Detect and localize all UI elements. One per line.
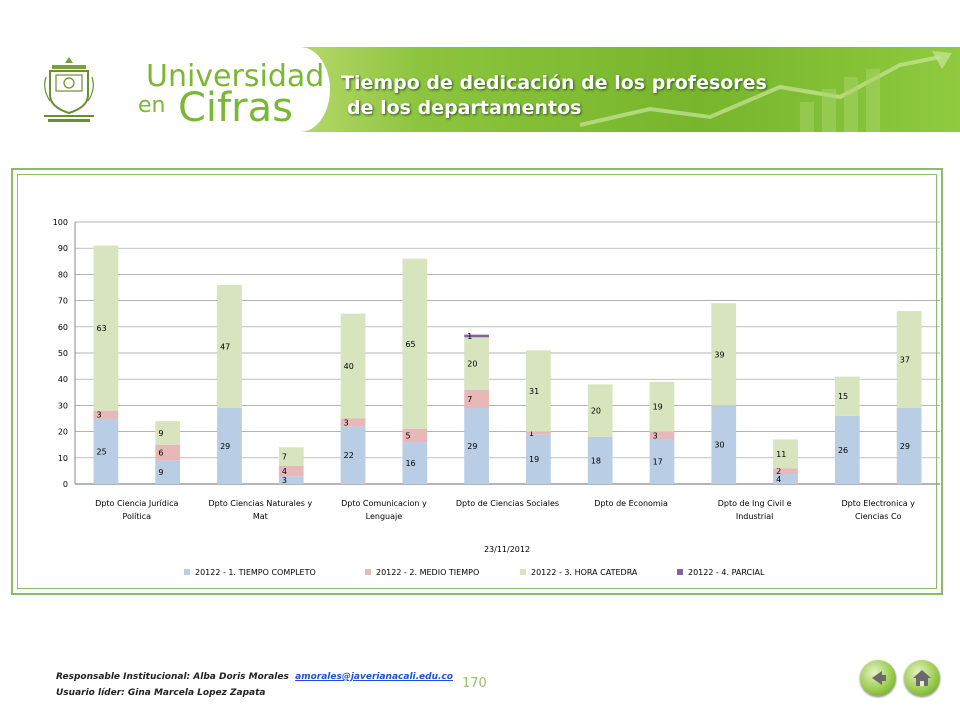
header-banner: Universidad en Cifras Tiempo de dedicaci… xyxy=(0,47,960,132)
banner-curve xyxy=(250,47,330,132)
page-title-line2: de los departamentos xyxy=(347,97,582,119)
chart-frame xyxy=(11,168,943,595)
footer-credits: Responsable Institucional: Alba Doris Mo… xyxy=(56,669,453,701)
page-number: 170 xyxy=(462,676,487,691)
page-title-line1: Tiempo de dedicación de los profesores xyxy=(341,72,767,94)
email-link[interactable]: amorales@javerianacali.edu.co xyxy=(295,672,453,682)
home-button[interactable] xyxy=(904,660,940,696)
home-icon xyxy=(913,670,931,686)
brand-en: en xyxy=(138,93,166,118)
responsable-label: Responsable Institucional: Alba Doris Mo… xyxy=(56,672,289,682)
back-button[interactable] xyxy=(860,660,896,696)
back-arrow-icon xyxy=(872,671,886,685)
university-logo xyxy=(44,57,94,122)
usuario-label: Usuario líder: Gina Marcela Lopez Zapata xyxy=(56,688,266,698)
brand-universidad: Universidad xyxy=(146,59,325,94)
brand-cifras: Cifras xyxy=(178,85,293,131)
banner-decoration xyxy=(579,51,952,132)
